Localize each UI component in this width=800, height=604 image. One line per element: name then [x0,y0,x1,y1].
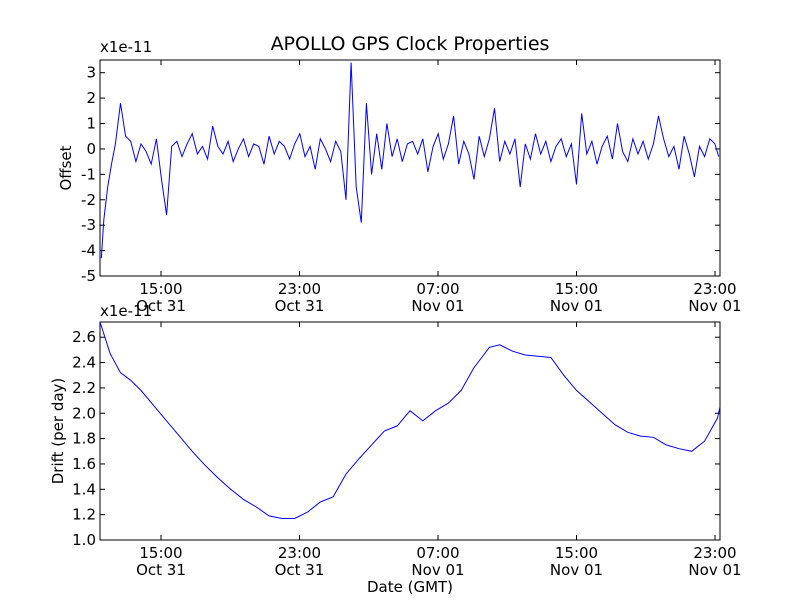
drift-plot-frame [99,321,721,541]
x-tick-date-label: Nov 01 [411,561,464,579]
x-tick-time-label: 15:00 [139,544,182,562]
x-tick-time-label: 07:00 [416,544,459,562]
x-tick-time-label: 15:00 [555,544,598,562]
x-tick-time-label: 23:00 [693,544,736,562]
y-tick-label: -1 [81,165,96,183]
y-tick-label: 1.6 [72,455,96,473]
x-tick-time-label: 23:00 [278,544,321,562]
drift-multiplier-label: x1e-11 [100,302,152,320]
drift-series-line [99,321,721,519]
x-tick-date-label: Oct 31 [275,561,325,579]
x-tick-time-label: 15:00 [139,280,182,298]
offset-y-ticks: -5 -4 -3 -2 -1 0 1 2 3 [81,64,720,285]
y-tick-label: 1.8 [72,430,96,448]
drift-y-axis-label: Drift (per day) [49,378,67,485]
x-tick-date-label: Oct 31 [136,297,186,315]
chart-title: APOLLO GPS Clock Properties [271,33,550,55]
y-tick-label: 1.4 [72,480,96,498]
x-tick-date-label: Nov 01 [550,297,603,315]
y-tick-label: 1.2 [72,506,96,524]
x-tick-date-label: Oct 31 [136,561,186,579]
offset-y-axis-label: Offset [57,145,75,190]
x-tick-time-label: 23:00 [693,280,736,298]
x-tick-time-label: 15:00 [555,280,598,298]
offset-plot-frame [99,59,721,277]
y-tick-label: 2.2 [72,379,96,397]
x-tick-date-label: Nov 01 [688,561,741,579]
drift-y-ticks: 1.0 1.2 1.4 1.6 1.8 2.0 2.2 2.4 2.6 [72,328,720,549]
y-tick-label: 1 [86,115,96,133]
y-tick-label: 0 [86,140,96,158]
y-tick-label: -5 [81,267,96,285]
y-tick-label: 2.0 [72,404,96,422]
x-tick-date-label: Nov 01 [411,297,464,315]
y-tick-label: 2.6 [72,328,96,346]
x-tick-date-label: Oct 31 [275,297,325,315]
offset-series-line [100,62,720,259]
y-tick-label: -4 [81,242,96,260]
y-tick-label: 2.4 [72,354,96,372]
y-tick-label: 1.0 [72,531,96,549]
offset-multiplier-label: x1e-11 [100,38,152,56]
x-tick-date-label: Nov 01 [688,297,741,315]
y-tick-label: 2 [86,89,96,107]
drift-x-axis-label: Date (GMT) [367,578,453,596]
y-tick-label: -2 [81,191,96,209]
y-tick-label: 3 [86,64,96,82]
x-tick-time-label: 23:00 [278,280,321,298]
y-tick-label: -3 [81,216,96,234]
x-tick-time-label: 07:00 [416,280,459,298]
x-tick-date-label: Nov 01 [550,561,603,579]
